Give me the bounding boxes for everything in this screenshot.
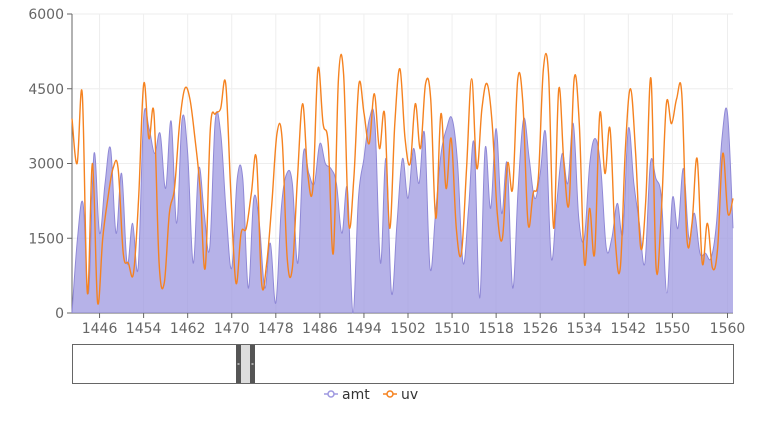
- x-tick-label: 1510: [434, 321, 470, 337]
- series-layer: [71, 52, 734, 314]
- x-tick-label: 1470: [214, 321, 250, 337]
- x-tick-label: 1502: [390, 321, 426, 337]
- legend-item-amt[interactable]: amt: [324, 387, 370, 403]
- legend-label-uv: uv: [401, 387, 418, 403]
- series-uv-line: [71, 52, 734, 305]
- brush-selection[interactable]: [241, 345, 252, 383]
- x-tick-label: 1542: [611, 321, 647, 337]
- x-tick-label: 1446: [82, 321, 118, 337]
- tick-labels: 0 1500 3000 4500 6000 1446 1454 1462 1470 1478 148…: [28, 7, 745, 337]
- x-tick-label: 1550: [655, 321, 691, 337]
- legend-marker-amt: [327, 390, 335, 398]
- series-amt-area: [72, 107, 733, 313]
- legend-marker-uv: [386, 390, 394, 398]
- range-brush[interactable]: [72, 344, 734, 384]
- x-tick-label: 1478: [258, 321, 294, 337]
- legend: amt uv: [324, 387, 418, 403]
- y-tick-label: 0: [55, 306, 64, 322]
- y-tick-label: 6000: [28, 7, 64, 23]
- x-tick-label: 1526: [522, 321, 558, 337]
- series-amt-line: [71, 107, 734, 314]
- y-tick-label: 3000: [28, 157, 64, 173]
- y-tick-label: 4500: [28, 82, 64, 98]
- x-tick-label: 1534: [566, 321, 602, 337]
- x-tick-label: 1462: [170, 321, 206, 337]
- x-tick-label: 1518: [478, 321, 514, 337]
- x-tick-label: 1454: [126, 321, 162, 337]
- x-tick-label: 1494: [346, 321, 382, 337]
- x-tick-label: 1486: [302, 321, 338, 337]
- legend-label-amt: amt: [342, 387, 370, 403]
- legend-item-uv[interactable]: uv: [383, 387, 418, 403]
- brush-track[interactable]: [72, 344, 734, 384]
- x-tick-label: 1560: [710, 321, 746, 337]
- y-tick-label: 1500: [28, 231, 64, 247]
